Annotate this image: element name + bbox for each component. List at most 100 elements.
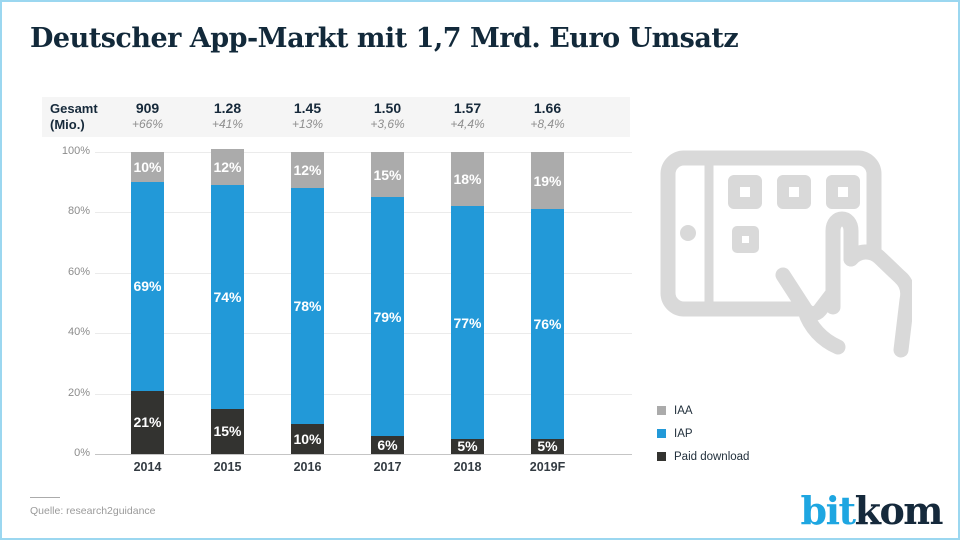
bar-segment-label: 15%	[213, 423, 242, 440]
totals-column: 1.66 +8,4%	[508, 100, 588, 132]
tablet-body	[660, 150, 882, 317]
bar-segment-label: 6%	[377, 436, 398, 453]
bar-segment-label: 76%	[533, 316, 562, 333]
bar-2019F: 19% 76% 5%	[531, 152, 564, 454]
totals-value: 1.50	[373, 100, 402, 116]
bar-segment-label: 18%	[453, 171, 482, 188]
legend-item-iap: IAP	[657, 422, 749, 445]
bar-segment-paid-download: 10%	[291, 423, 324, 454]
y-axis-tick-label: 100%	[61, 145, 90, 157]
y-axis-tick-label: 60%	[67, 265, 90, 278]
x-axis-tick-label: 2015	[213, 460, 242, 474]
y-axis-tick-label: 40%	[67, 326, 90, 339]
gridline	[95, 272, 632, 274]
bar-segment-label: 74%	[213, 288, 242, 305]
bar-segment-paid-download: 5%	[531, 438, 564, 455]
bitkom-logo: bitkom	[801, 488, 944, 533]
bar-segment-iap: 79%	[371, 197, 404, 436]
bar-segment-paid-download: 5%	[451, 438, 484, 454]
bar-segment-iaa: 12%	[291, 152, 324, 189]
bar-segment-label: 5%	[537, 438, 558, 455]
totals-growth: +4,4%	[450, 117, 485, 131]
bar-segment-label: 12%	[293, 162, 322, 179]
legend-item-iaa: IAA	[657, 399, 749, 422]
bar-2015: 12% 74% 15%	[211, 149, 244, 454]
bar-segment-iaa: 12%	[211, 149, 244, 186]
x-axis-tick-label: 2018	[453, 460, 482, 474]
totals-label-line1: Gesamt	[50, 101, 98, 116]
totals-growth: +8,4%	[530, 117, 565, 131]
legend-swatch	[657, 452, 666, 461]
legend-item-paid-download: Paid download	[657, 445, 749, 468]
bar-segment-iaa: 19%	[531, 152, 564, 210]
bar-segment-paid-download: 6%	[371, 435, 404, 454]
gridline	[95, 393, 632, 395]
app-icon	[732, 226, 759, 253]
bar-2016: 12% 78% 10%	[291, 152, 324, 454]
bar-segment-iap: 76%	[531, 209, 564, 439]
totals-growth: +3,6%	[370, 117, 405, 131]
totals-column: 909 +66%	[108, 100, 188, 132]
app-icon	[728, 175, 762, 209]
bar-2014: 10% 69% 21%	[131, 152, 164, 454]
bar-segment-label: 10%	[133, 159, 162, 176]
x-axis-tick-label: 2017	[373, 460, 402, 474]
bar-segment-iap: 77%	[451, 206, 484, 439]
gridline	[95, 333, 632, 335]
totals-value: 909	[135, 100, 160, 116]
y-axis-tick-label: 80%	[67, 205, 90, 218]
x-axis-tick-label: 2019F	[529, 460, 566, 474]
bar-segment-label: 19%	[533, 172, 562, 189]
bar-segment-label: 79%	[373, 308, 402, 325]
app-icon	[826, 175, 860, 209]
totals-growth: +41%	[211, 117, 244, 131]
x-axis-tick-label: 2016	[293, 460, 322, 474]
bar-segment-label: 21%	[133, 414, 162, 431]
totals-column: 1.50 +3,6%	[348, 100, 428, 132]
totals-band: Gesamt (Mio.) 909 +66% 1.28 +41% 1.45 +13% 1.5…	[42, 97, 630, 137]
pointing-hand-icon	[775, 211, 912, 358]
gridline	[95, 212, 632, 214]
chart-plot-area: 10% 69% 21% 12% 74% 15% 12% 78% 10% 15% 79% 6% 18% 77…	[95, 149, 632, 455]
totals-column: 1.28 +41%	[188, 100, 268, 132]
bar-segment-label: 69%	[133, 278, 162, 295]
totals-column: 1.57 +4,4%	[428, 100, 508, 132]
legend: IAA IAP Paid download	[657, 399, 749, 468]
totals-column: 1.45 +13%	[268, 100, 348, 132]
legend-swatch	[657, 429, 666, 438]
y-axis-tick-label: 0%	[74, 447, 90, 459]
bar-segment-iaa: 10%	[131, 152, 164, 183]
bar-segment-label: 10%	[293, 430, 322, 447]
bar-segment-iaa: 18%	[451, 152, 484, 207]
totals-label-line2: (Mio.)	[50, 117, 85, 132]
bar-segment-paid-download: 15%	[211, 408, 244, 454]
legend-label: IAP	[674, 427, 693, 440]
totals-value: 1.45	[293, 100, 322, 116]
bar-segment-label: 12%	[213, 159, 242, 176]
totals-band-label: Gesamt (Mio.)	[50, 101, 98, 133]
gridline	[95, 454, 632, 455]
bar-2017: 15% 79% 6%	[371, 152, 404, 454]
x-axis-tick-label: 2014	[133, 460, 162, 474]
source-divider	[30, 497, 60, 498]
logo-part-kom: kom	[854, 488, 944, 533]
bar-2018: 18% 77% 5%	[451, 152, 484, 454]
legend-swatch	[657, 406, 666, 415]
bar-segment-iap: 78%	[291, 188, 324, 424]
bar-segment-label: 77%	[453, 314, 482, 331]
legend-label: Paid download	[674, 450, 750, 463]
totals-value: 1.66	[533, 100, 562, 116]
bar-segment-label: 78%	[293, 298, 322, 315]
tablet-camera-dot	[680, 225, 696, 241]
y-axis-tick-label: 20%	[67, 386, 90, 399]
gridline	[95, 152, 632, 153]
source-text: Quelle: research2guidance	[30, 505, 156, 517]
totals-growth: +66%	[131, 117, 164, 131]
hand-silhouette	[796, 214, 909, 359]
bar-segment-iaa: 15%	[371, 152, 404, 198]
app-icon	[777, 175, 811, 209]
legend-label: IAA	[674, 404, 693, 417]
totals-value: 1.28	[213, 100, 242, 116]
page-title: Deutscher App-Markt mit 1,7 Mrd. Euro Um…	[30, 23, 739, 54]
